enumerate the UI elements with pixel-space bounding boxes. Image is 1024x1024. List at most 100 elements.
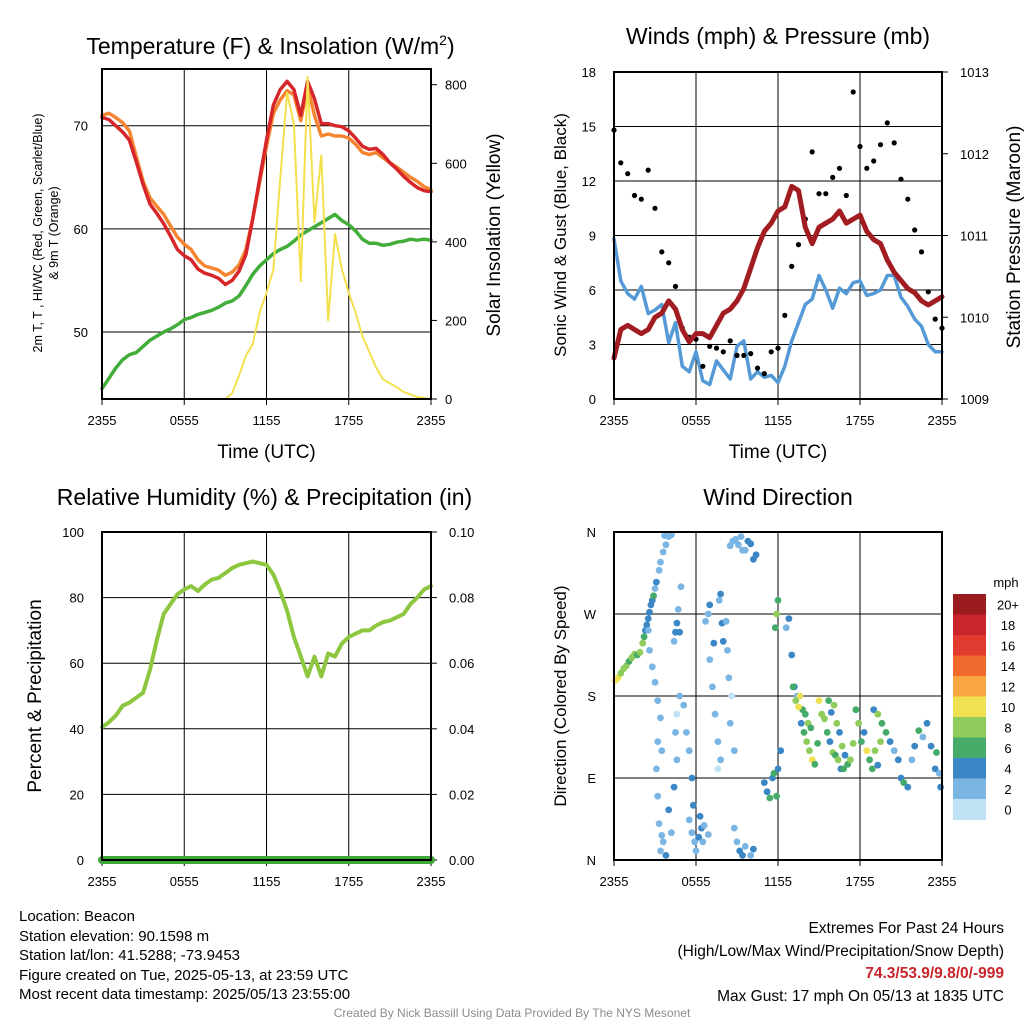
y2-tick-label: 400 <box>445 235 467 250</box>
y-tick-label: 60 <box>74 222 88 237</box>
direction-point <box>777 747 785 755</box>
x-tick-label: 0555 <box>170 874 199 889</box>
gust-point <box>830 174 836 180</box>
direction-point <box>886 738 894 745</box>
gust-point <box>768 349 774 355</box>
y-tick-label: S <box>587 689 596 704</box>
direction-point <box>841 751 849 759</box>
extremes-box: Extremes For Past 24 Hours (High/Low/Max… <box>678 918 1005 1008</box>
direction-point <box>730 824 738 832</box>
direction-point <box>863 747 871 755</box>
gust-point <box>707 343 713 349</box>
dewpoint-line <box>100 212 433 391</box>
gust-point <box>843 192 849 199</box>
direction-point <box>653 765 660 773</box>
direction-point <box>770 770 778 777</box>
gust-point <box>734 352 740 358</box>
y-tick-label: 12 <box>582 174 596 189</box>
y2-tick-label: 0.00 <box>449 853 474 868</box>
direction-point <box>704 831 712 838</box>
direction-point <box>815 697 823 704</box>
y-tick-label: W <box>584 607 597 622</box>
legend-unit: mph <box>993 575 1018 590</box>
gust-point <box>638 196 644 202</box>
direction-point <box>915 727 923 734</box>
chart-title: Winds (mph) & Pressure (mb) <box>626 23 930 49</box>
direction-point <box>792 697 800 704</box>
direction-point <box>722 617 730 625</box>
plot-frame <box>101 68 432 400</box>
direction-point <box>735 541 742 549</box>
gust-point <box>631 192 638 199</box>
direction-point <box>670 783 678 791</box>
x-tick-label: 1755 <box>846 413 875 428</box>
direction-point <box>747 540 755 548</box>
gust-point <box>850 89 856 95</box>
gust-point <box>659 249 665 255</box>
direction-point <box>739 852 746 859</box>
direction-point <box>773 792 780 800</box>
y2-axis-label: Station Pressure (Maroon) <box>1004 126 1024 349</box>
y-axis-label-line2: & 9m T (Orange) <box>47 186 61 279</box>
direction-point <box>724 647 731 654</box>
x-tick-label: 1755 <box>334 413 363 428</box>
gust-point <box>795 242 802 248</box>
direction-point <box>763 788 771 796</box>
y-tick-label: 0 <box>589 392 596 407</box>
y-axis-label: Direction (Colored By Speed) <box>551 585 570 806</box>
direction-point <box>894 756 902 764</box>
direction-point <box>719 637 727 645</box>
direction-point <box>823 729 831 736</box>
direction-point <box>674 606 682 613</box>
direction-point <box>878 719 886 727</box>
direction-point <box>747 852 755 859</box>
y2-axis-label: Solar Insolation (Yellow) <box>484 133 505 336</box>
y-tick-label: N <box>587 525 596 540</box>
direction-point <box>773 610 780 618</box>
direction-point <box>795 703 802 711</box>
gust-point <box>898 176 904 182</box>
direction-point <box>702 617 709 625</box>
y2-tick-label: 0.10 <box>449 525 474 540</box>
y-tick-label: 50 <box>74 325 88 340</box>
legend-label: 2 <box>1004 782 1011 797</box>
y-tick-label: N <box>587 853 596 868</box>
legend-swatch <box>953 758 986 779</box>
direction-point <box>704 610 712 618</box>
legend-label: 16 <box>1001 639 1015 654</box>
y2-tick-label: 1010 <box>960 310 989 325</box>
legend-swatch <box>953 696 986 718</box>
y-tick-label: E <box>587 771 596 786</box>
gust-point <box>754 365 761 371</box>
direction-point <box>858 738 865 745</box>
direction-point <box>923 719 931 727</box>
direction-point <box>882 729 890 736</box>
y-axis-label-line1: 2m T, T , HI/WC (Red, Green, Scarlet/Blu… <box>31 114 45 353</box>
x-tick-label: 1755 <box>846 874 875 889</box>
legend-label: 4 <box>1004 762 1011 777</box>
direction-point <box>665 806 673 814</box>
direction-point <box>904 783 912 791</box>
legend-label: 20+ <box>997 598 1019 613</box>
direction-point <box>657 847 664 855</box>
direction-point <box>836 729 843 736</box>
gust-point <box>789 263 795 269</box>
direction-point <box>714 765 722 773</box>
y-tick-label: 15 <box>582 120 596 135</box>
gust-point <box>925 289 931 295</box>
direction-point <box>670 637 678 645</box>
direction-point <box>657 558 664 566</box>
legend-label: 18 <box>1001 618 1015 633</box>
direction-point <box>838 742 846 750</box>
y-tick-label: 18 <box>582 65 596 80</box>
legend-label: 10 <box>1001 700 1015 715</box>
gust-point <box>645 167 651 173</box>
x-tick-label: 0555 <box>682 874 711 889</box>
speed-color-legend: mph 20+ 18 16 14 12 10 8 6 4 2 0 <box>953 575 1019 820</box>
x-axis-label: Time (UTC) <box>729 442 828 463</box>
direction-point <box>789 683 797 691</box>
y2-tick-label: 0.06 <box>449 656 474 671</box>
y-tick-label: 80 <box>70 591 84 606</box>
y-tick-label: 70 <box>74 119 88 134</box>
direction-point <box>668 829 675 837</box>
